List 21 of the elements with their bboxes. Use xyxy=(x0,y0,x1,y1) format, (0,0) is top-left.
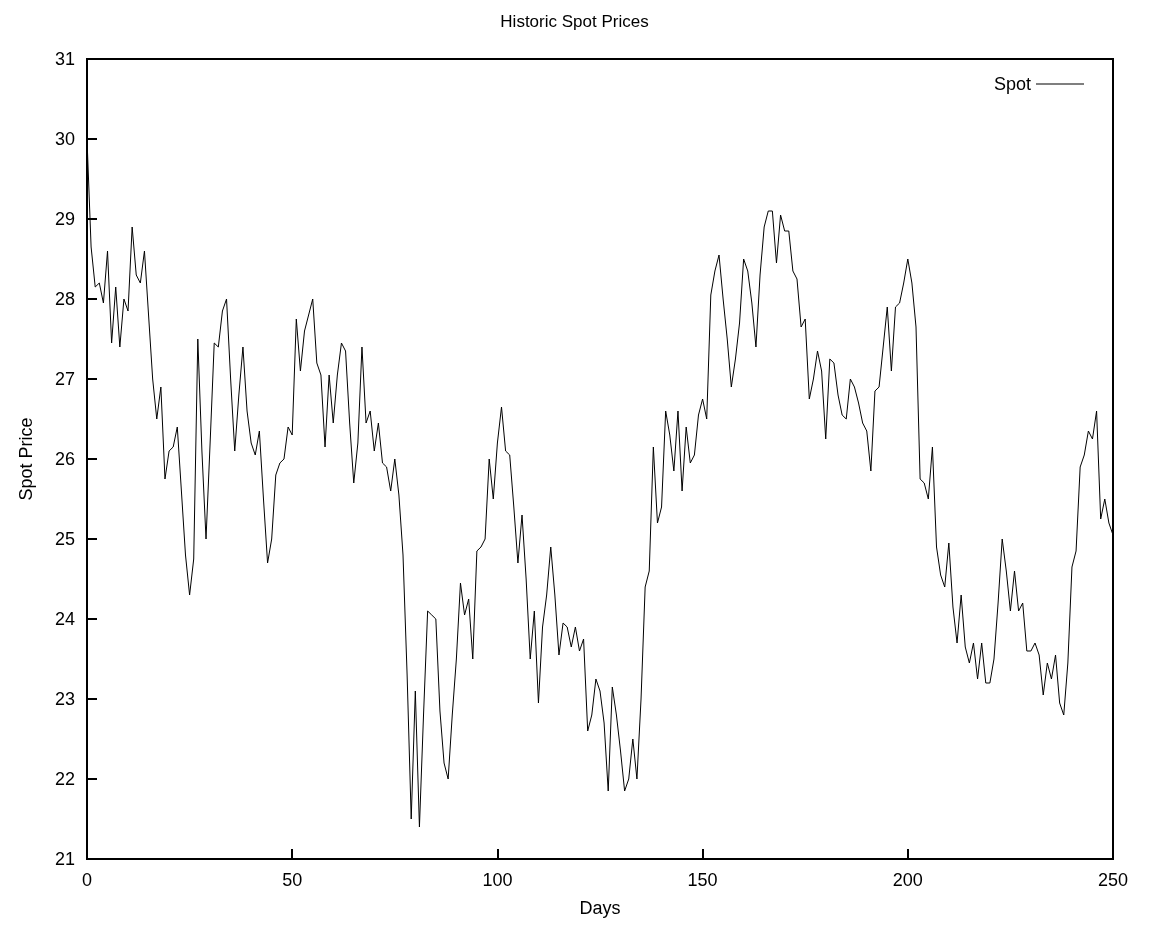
y-axis-title: Spot Price xyxy=(16,417,36,501)
y-tick-label: 28 xyxy=(54,289,75,309)
y-tick-label: 26 xyxy=(54,449,75,469)
y-tick-label: 21 xyxy=(54,849,75,869)
x-tick-label: 0 xyxy=(81,870,93,890)
y-tick-label: 25 xyxy=(54,529,75,549)
y-tick-label: 31 xyxy=(54,49,75,69)
y-tick-label: 23 xyxy=(54,689,75,709)
x-tick-label: 250 xyxy=(1097,870,1129,890)
y-tick-label: 30 xyxy=(54,129,75,149)
y-tick-label: 29 xyxy=(54,209,75,229)
x-tick-label: 200 xyxy=(892,870,923,890)
chart-title: Historic Spot Prices xyxy=(500,12,649,31)
x-tick-label: 100 xyxy=(482,870,513,890)
x-tick-label: 150 xyxy=(687,870,718,890)
y-tick-label: 24 xyxy=(54,609,75,629)
x-axis-title: Days xyxy=(579,898,621,918)
y-tick-label: 27 xyxy=(54,369,75,389)
y-tick-label: 22 xyxy=(54,769,75,789)
legend-label: Spot xyxy=(993,74,1031,94)
x-tick-label: 50 xyxy=(282,870,303,890)
